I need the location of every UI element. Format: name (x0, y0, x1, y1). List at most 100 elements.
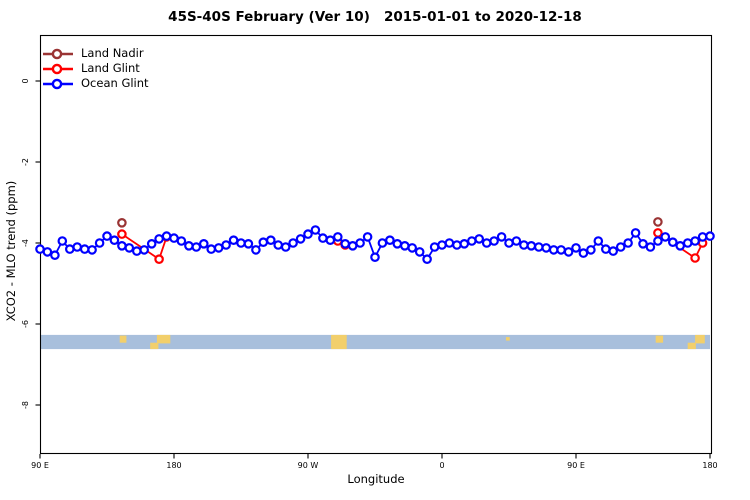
data-point-ocean-glint (117, 241, 127, 251)
legend-marker-icon (43, 48, 73, 59)
legend-marker-icon (43, 78, 73, 89)
data-point-ocean-glint (318, 233, 328, 243)
data-point-ocean-glint (392, 239, 403, 249)
data-point-ocean-glint (407, 243, 418, 253)
legend: Land Nadir Land Glint Ocean Glint (42, 46, 149, 91)
data-point-ocean-glint (504, 238, 514, 248)
data-point-ocean-glint (466, 236, 477, 246)
x-tick-label: 90 E (567, 461, 585, 470)
data-point-ocean-glint (355, 238, 365, 248)
y-axis-title: XCO2 - MLO trend (ppm) (4, 180, 18, 322)
data-point-ocean-glint (265, 235, 276, 246)
map-strip-land (331, 334, 347, 350)
data-point-ocean-glint (169, 233, 179, 243)
data-point-ocean-glint (586, 245, 596, 255)
data-point-land-glint (117, 229, 127, 239)
data-point-ocean-glint (161, 231, 172, 241)
data-point-ocean-glint (176, 236, 187, 246)
data-point-ocean-glint (519, 240, 529, 250)
data-point-ocean-glint (653, 236, 663, 246)
data-point-ocean-glint (444, 238, 455, 248)
data-point-ocean-glint (481, 238, 492, 248)
data-point-ocean-glint (280, 242, 291, 252)
data-point-ocean-glint (243, 239, 254, 249)
data-point-ocean-glint (474, 234, 485, 244)
data-point-ocean-glint (362, 232, 373, 242)
legend-item-land-glint: Land Glint (42, 61, 149, 76)
data-point-ocean-glint (511, 236, 522, 246)
data-point-ocean-glint (154, 234, 164, 244)
data-point-ocean-glint (303, 229, 313, 239)
data-point-ocean-glint (630, 228, 641, 238)
map-strip-land (655, 335, 664, 343)
data-point-ocean-glint (206, 244, 217, 254)
data-point-ocean-glint (541, 243, 552, 253)
data-point-ocean-glint (191, 242, 202, 252)
data-point-ocean-glint (422, 254, 432, 265)
x-tick-label: 90 W (298, 461, 319, 470)
data-point-ocean-glint (310, 225, 321, 235)
data-point-ocean-glint (347, 241, 358, 251)
data-point-ocean-glint (682, 238, 693, 248)
data-point-ocean-glint (184, 241, 194, 251)
legend-item-ocean-glint: Ocean Glint (42, 76, 149, 91)
data-point-ocean-glint (146, 239, 157, 249)
data-point-ocean-glint (533, 242, 544, 252)
y-tick-label: -6 (21, 320, 30, 328)
y-tick-label: -4 (21, 239, 30, 247)
data-point-ocean-glint (199, 239, 209, 249)
data-point-ocean-glint (452, 240, 462, 250)
data-point-land-nadir (117, 218, 127, 228)
data-point-ocean-glint (660, 232, 671, 242)
data-point-ocean-glint (578, 248, 589, 258)
x-tick-label: 180 (166, 461, 181, 470)
data-point-ocean-glint (213, 243, 224, 253)
chart-title: 45S-40S February (Ver 10) 2015-01-01 to … (168, 9, 582, 25)
map-strip-ocean (40, 334, 710, 350)
data-point-ocean-glint (102, 231, 112, 241)
data-point-ocean-glint (236, 238, 246, 248)
map-strip-land (506, 337, 510, 341)
data-point-ocean-glint (645, 242, 656, 252)
data-point-ocean-glint (526, 241, 537, 251)
data-point-ocean-glint (332, 232, 343, 242)
data-point-ocean-glint (109, 235, 120, 246)
data-point-ocean-glint (556, 245, 566, 255)
data-point-ocean-glint (258, 237, 269, 248)
data-point-land-glint (154, 254, 164, 265)
x-axis-title: Longitude (347, 472, 405, 486)
data-point-land-glint (690, 253, 700, 263)
data-point-ocean-glint (42, 247, 53, 257)
data-point-ocean-glint (697, 232, 708, 242)
data-point-ocean-glint (79, 244, 90, 254)
data-point-ocean-glint (273, 240, 284, 250)
x-tick-label: 90 E (31, 461, 49, 470)
data-point-ocean-glint (251, 245, 261, 255)
data-point-ocean-glint (50, 250, 60, 261)
map-strip-land (695, 334, 705, 344)
data-point-ocean-glint (667, 237, 678, 248)
legend-label: Land Nadir (81, 46, 144, 60)
data-point-ocean-glint (608, 246, 619, 256)
data-point-ocean-glint (139, 245, 150, 255)
data-point-ocean-glint (459, 239, 470, 249)
data-point-ocean-glint (571, 243, 581, 253)
data-point-ocean-glint (65, 244, 75, 254)
data-point-ocean-glint (35, 244, 45, 254)
data-point-ocean-glint (414, 247, 425, 257)
data-point-ocean-glint (690, 236, 700, 246)
data-point-ocean-glint (340, 239, 351, 249)
legend-label: Land Glint (81, 61, 140, 75)
map-strip-land (156, 334, 171, 344)
data-point-land-nadir (653, 217, 663, 227)
data-point-ocean-glint (399, 241, 410, 251)
data-point-ocean-glint (638, 239, 648, 249)
data-point-ocean-glint (132, 246, 142, 256)
data-point-ocean-glint (496, 232, 507, 242)
data-point-ocean-glint (295, 234, 306, 244)
data-point-ocean-glint (593, 236, 604, 246)
data-point-ocean-glint (600, 244, 611, 254)
data-point-ocean-glint (675, 241, 686, 251)
data-point-ocean-glint (489, 236, 499, 246)
